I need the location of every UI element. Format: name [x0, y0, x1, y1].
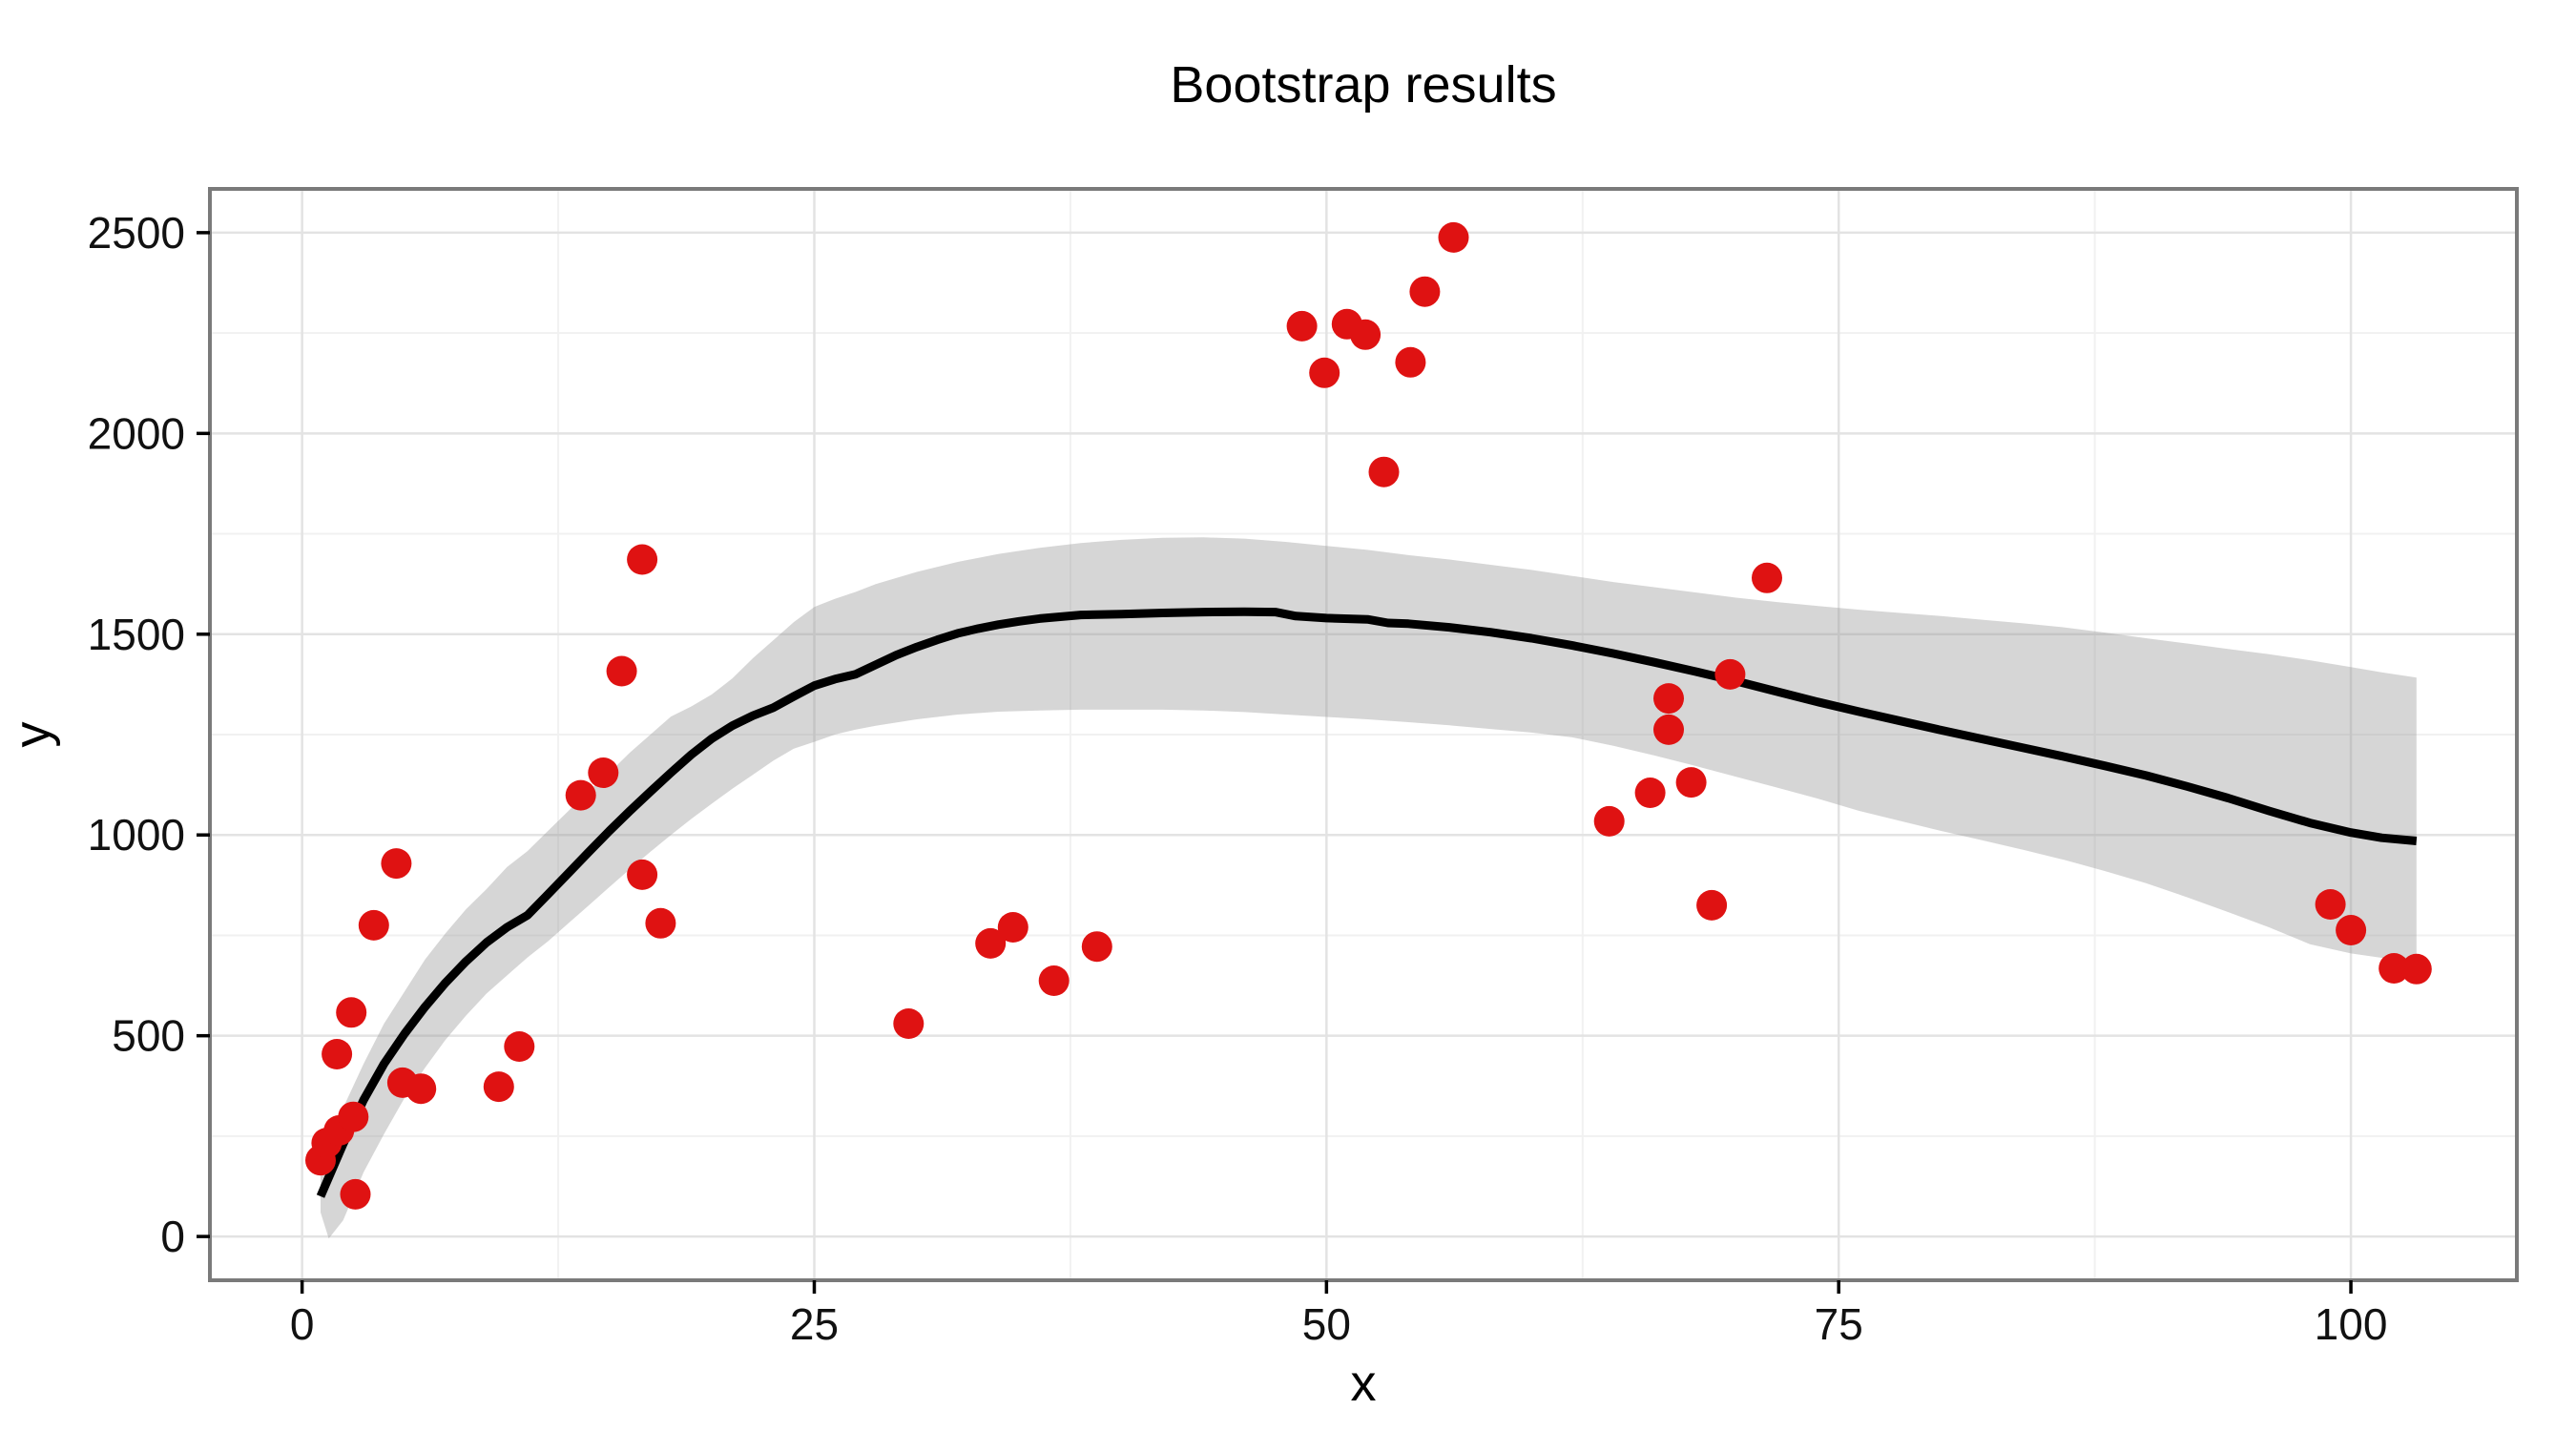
data-point: [2400, 953, 2432, 985]
data-point: [2379, 953, 2410, 984]
data-point: [997, 912, 1028, 943]
data-point: [1593, 805, 1625, 837]
x-axis-title: x: [1351, 1355, 1377, 1412]
data-point: [340, 1178, 371, 1210]
data-point: [2336, 915, 2367, 945]
data-point: [1634, 778, 1666, 808]
plot-title: Bootstrap results: [1170, 56, 1556, 114]
panel-border: [208, 187, 2519, 1282]
data-point: [1395, 346, 1426, 378]
data-point: [1696, 889, 1728, 921]
data-point: [1409, 276, 1441, 307]
data-point: [1038, 965, 1070, 996]
data-point: [1286, 310, 1318, 342]
axis-ticks: [197, 231, 2353, 1294]
data-point: [338, 1101, 369, 1132]
y-tick-label: 0: [160, 1212, 185, 1261]
y-tick-label: 2500: [88, 208, 185, 258]
data-point: [645, 907, 676, 939]
smooth-line: [316, 607, 2418, 1198]
data-point: [1653, 683, 1684, 715]
data-point: [504, 1031, 535, 1062]
data-point: [1653, 714, 1684, 745]
data-point: [1368, 456, 1400, 487]
y-tick-label: 500: [112, 1011, 185, 1061]
data-point: [483, 1071, 514, 1103]
data-point: [606, 655, 637, 687]
scatter-points: [305, 221, 2432, 1210]
data-point: [358, 909, 389, 941]
y-tick-label: 1000: [88, 810, 185, 860]
data-point: [975, 927, 1007, 959]
data-point: [565, 779, 596, 811]
y-tick-label: 2000: [88, 408, 185, 458]
data-point: [1350, 319, 1381, 350]
data-point: [588, 757, 619, 788]
data-point: [405, 1073, 437, 1105]
y-tick-label: 1500: [88, 610, 185, 659]
data-point: [1081, 931, 1112, 963]
data-point: [1752, 562, 1782, 593]
confidence-ribbon: [321, 537, 2417, 1239]
gridlines-minor: [210, 189, 2517, 1280]
data-point: [627, 859, 658, 890]
data-point: [1309, 357, 1340, 388]
gridlines-major: [210, 189, 2517, 1280]
data-point: [627, 544, 658, 575]
data-point: [1438, 221, 1469, 253]
data-point: [893, 1008, 924, 1039]
data-point: [1675, 767, 1707, 798]
smooth-line-path: [316, 607, 2418, 1198]
data-point: [2315, 889, 2346, 920]
data-point: [336, 997, 367, 1028]
ribbon-area: [321, 537, 2417, 1239]
y-axis-title: y: [4, 722, 61, 748]
data-point: [322, 1039, 353, 1069]
x-tick-label: 25: [790, 1299, 839, 1349]
x-tick-label: 50: [1302, 1299, 1351, 1349]
x-tick-label: 100: [2315, 1299, 2388, 1349]
x-tick-label: 75: [1815, 1299, 1863, 1349]
data-point: [381, 848, 412, 880]
x-tick-label: 0: [290, 1299, 315, 1349]
data-point: [1714, 658, 1746, 690]
